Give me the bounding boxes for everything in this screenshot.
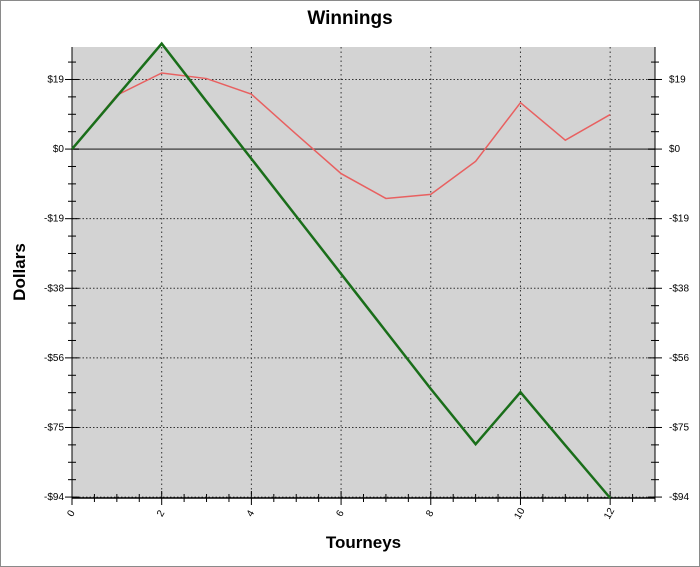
- y-tick-label-left: -$19: [44, 214, 64, 225]
- y-tick-label-right: -$38: [669, 283, 689, 294]
- x-tick-label: 2: [155, 508, 168, 519]
- y-tick-label-right: -$94: [669, 492, 689, 503]
- x-tick-label: 6: [334, 508, 347, 519]
- y-tick-label-left: -$94: [44, 492, 64, 503]
- y-tick-label-left: $19: [47, 74, 64, 85]
- x-tick-label: 8: [424, 508, 437, 519]
- plot-area: [72, 47, 655, 498]
- x-tick-label: 4: [245, 508, 258, 519]
- y-tick-label-right: -$56: [669, 353, 689, 364]
- y-tick-label-left: -$56: [44, 353, 64, 364]
- y-tick-label-left: $0: [53, 144, 65, 155]
- x-tick-label: 12: [602, 506, 617, 522]
- y-tick-label-left: -$75: [44, 422, 64, 433]
- y-tick-label-right: -$19: [669, 214, 689, 225]
- x-axis-label: Tourneys: [325, 533, 402, 552]
- chart-title: Winnings: [307, 8, 393, 29]
- x-tick-label: 10: [512, 506, 527, 522]
- y-tick-label-right: -$75: [669, 422, 689, 433]
- x-tick-label: 0: [65, 508, 78, 519]
- y-tick-label-left: -$38: [44, 283, 64, 294]
- y-tick-label-right: $0: [669, 144, 681, 155]
- y-tick-label-right: $19: [669, 74, 686, 85]
